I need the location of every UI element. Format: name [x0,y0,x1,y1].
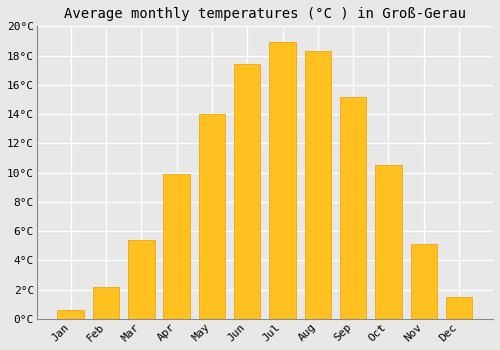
Bar [340,97,366,319]
Bar [446,297,472,319]
Bar [164,174,190,319]
Bar [198,114,225,319]
Bar [234,64,260,319]
Bar [375,165,402,319]
Bar [304,51,331,319]
Title: Average monthly temperatures (°C ) in Groß-Gerau: Average monthly temperatures (°C ) in Gr… [64,7,466,21]
Bar [58,310,84,319]
Bar [270,42,296,319]
Bar [410,244,437,319]
Bar [128,240,154,319]
Bar [93,287,120,319]
